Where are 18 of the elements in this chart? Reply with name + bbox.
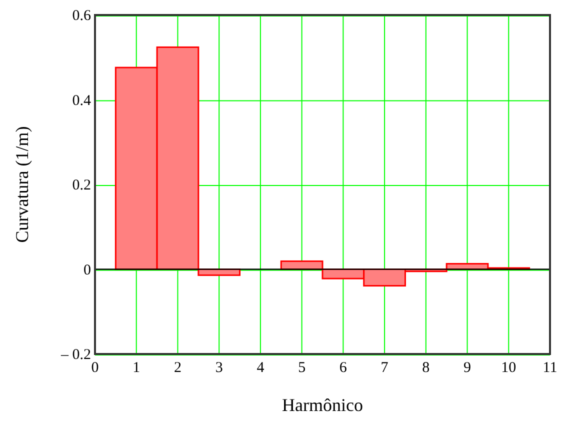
x-tick-label: 4 bbox=[256, 360, 265, 376]
y-tick-label: 0 bbox=[84, 262, 91, 278]
x-tick-label: 3 bbox=[215, 360, 223, 376]
x-tick-label: 1 bbox=[132, 360, 140, 376]
x-tick-label: 6 bbox=[339, 360, 348, 376]
y-tick-label: – 0.2 bbox=[60, 347, 91, 363]
y-axis-title: Curvatura (1/m) bbox=[12, 126, 32, 243]
y-tick-label: 0.2 bbox=[72, 178, 91, 194]
x-tick-label: 5 bbox=[298, 360, 306, 376]
x-tick-label: 9 bbox=[464, 360, 472, 376]
y-tick-label: 0.4 bbox=[72, 92, 92, 109]
x-tick-label: 11 bbox=[542, 360, 558, 376]
x-tick-label: 10 bbox=[501, 360, 516, 376]
x-tick-label: 7 bbox=[380, 360, 389, 376]
y-tick-label: 0.6 bbox=[72, 8, 92, 24]
x-tick-label: 2 bbox=[174, 360, 182, 376]
x-axis-title: Harmônico bbox=[282, 395, 363, 415]
x-tick-label: 8 bbox=[422, 360, 430, 376]
